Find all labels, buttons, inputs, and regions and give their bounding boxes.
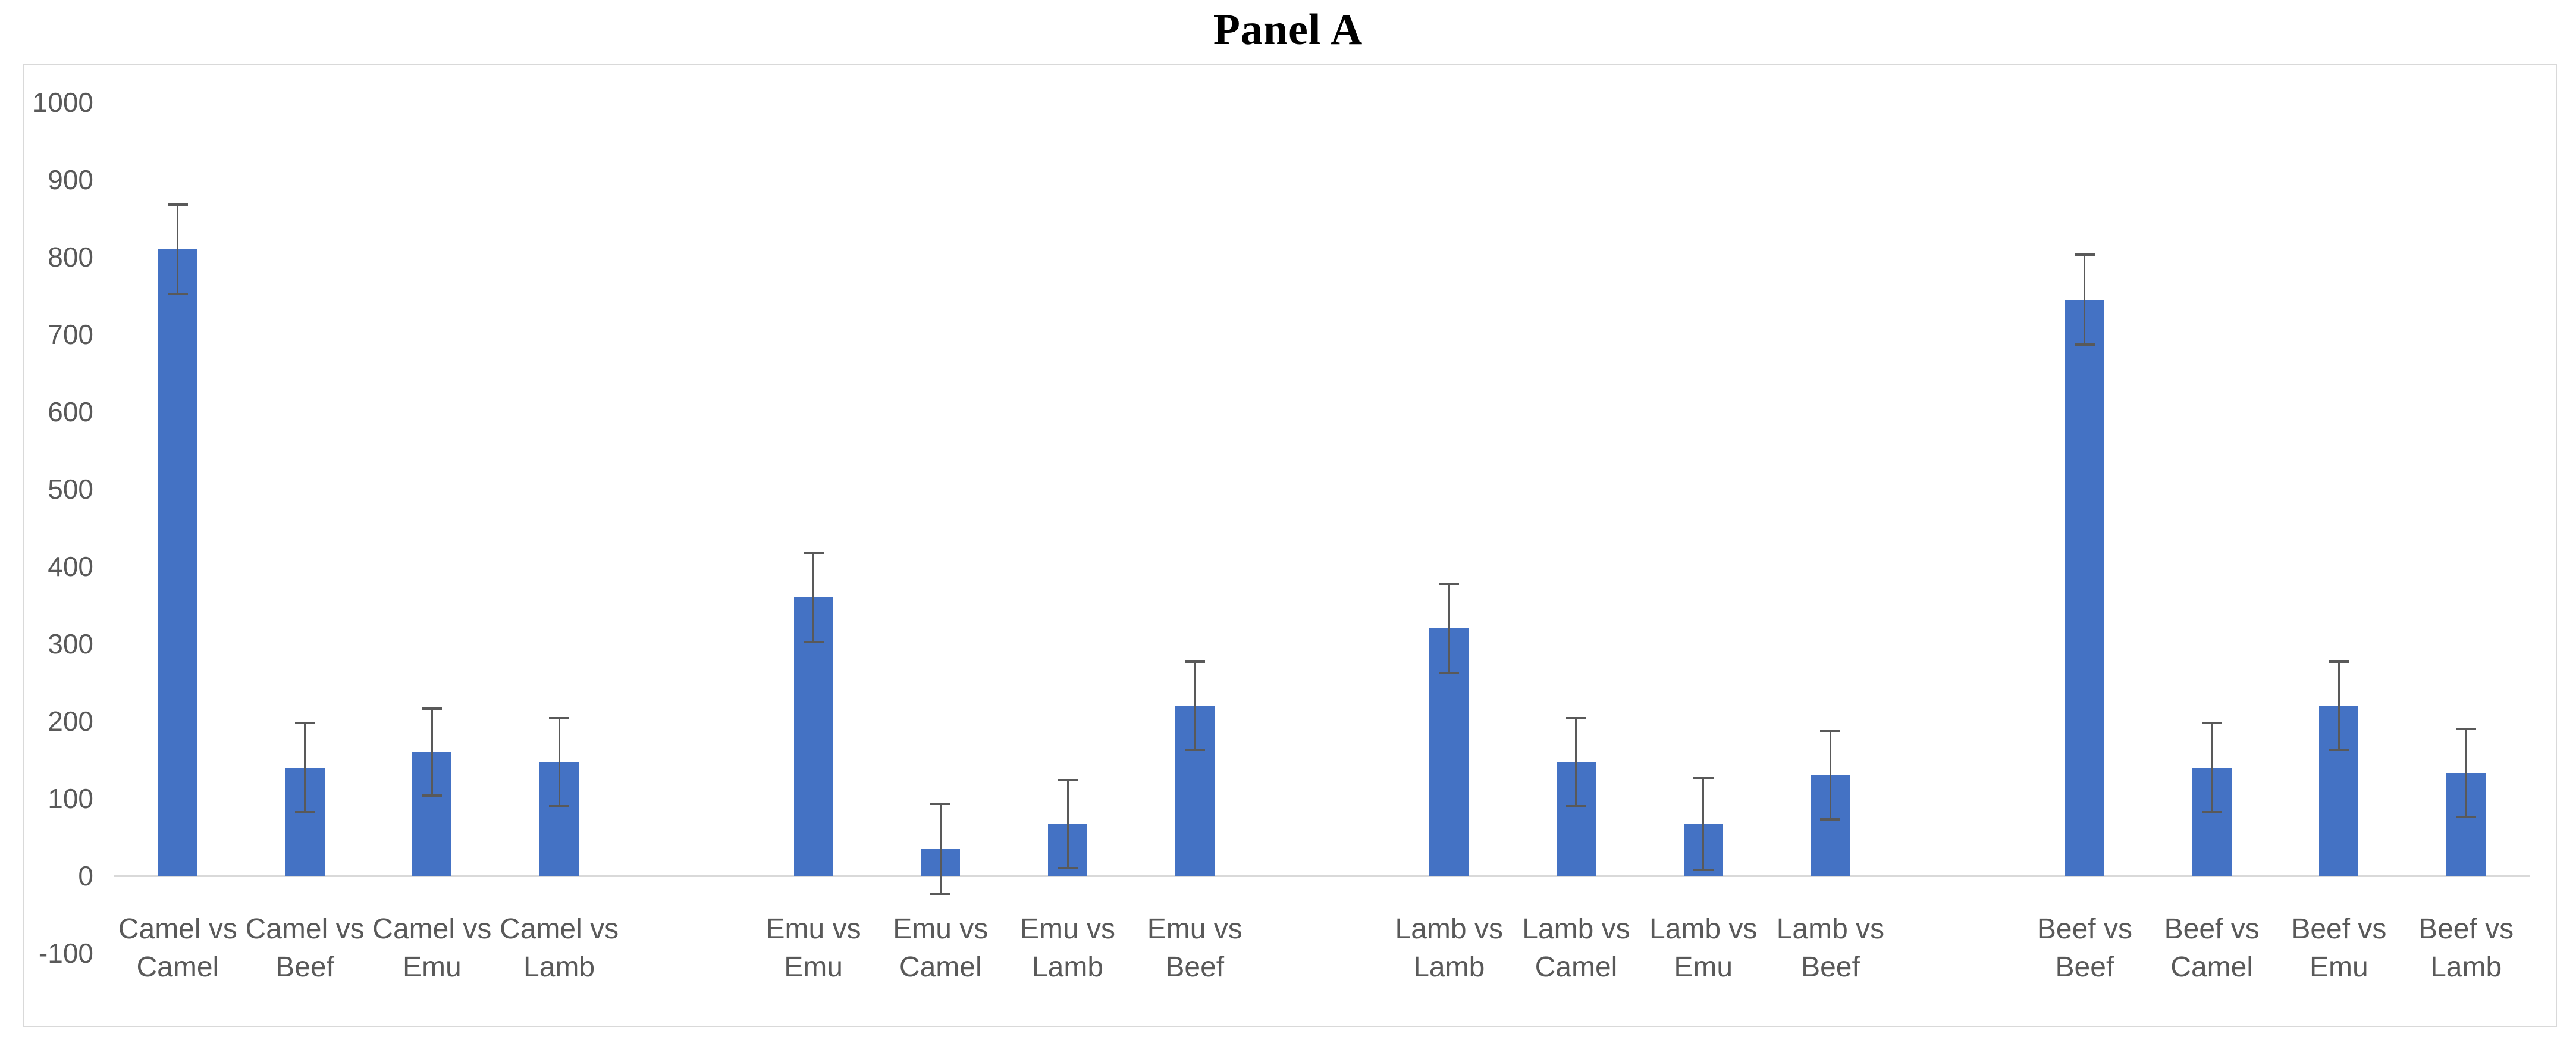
category-label-emu-vs-camel: Emu vs Camel — [893, 913, 989, 983]
error-bar-cap-top — [2201, 721, 2222, 724]
error-bar-cap-top — [2074, 253, 2095, 256]
y-tick-label: 500 — [48, 474, 93, 505]
category-label-beef-vs-lamb: Beef vs Lamb — [2418, 913, 2514, 983]
error-bar-cap-top — [2456, 728, 2477, 730]
category-label-emu-vs-emu: Emu vs Emu — [765, 913, 861, 983]
error-bar-emu-vs-emu — [812, 552, 815, 643]
y-tick-label: -100 — [38, 938, 93, 969]
error-bar-cap-top — [930, 803, 951, 806]
y-tick-label: 400 — [48, 551, 93, 582]
y-tick-label: 600 — [48, 396, 93, 427]
error-bar-lamb-vs-emu — [1702, 778, 1705, 870]
error-bar-cap-bottom — [549, 805, 570, 807]
chart-title: Panel A — [1213, 5, 1363, 54]
error-bar-cap-top — [294, 721, 315, 724]
error-bar-emu-vs-beef — [1194, 661, 1196, 750]
error-bar-cap-bottom — [2201, 811, 2222, 814]
category-label-lamb-vs-lamb: Lamb vs Lamb — [1395, 913, 1503, 983]
error-bar-lamb-vs-camel — [1575, 718, 1577, 806]
y-tick-label: 200 — [48, 706, 93, 737]
error-bar-cap-top — [803, 551, 824, 554]
error-bar-cap-bottom — [1439, 672, 1460, 675]
error-bar-camel-vs-lamb — [558, 718, 560, 806]
error-bar-cap-top — [167, 203, 188, 206]
error-bar-lamb-vs-lamb — [1448, 583, 1450, 674]
bar-camel-vs-camel — [158, 249, 197, 876]
error-bar-cap-bottom — [167, 293, 188, 296]
error-bar-cap-bottom — [1693, 868, 1714, 871]
error-bar-cap-bottom — [803, 641, 824, 644]
y-tick-label: 900 — [48, 164, 93, 195]
error-bar-cap-top — [2329, 660, 2349, 663]
error-bar-cap-top — [422, 707, 443, 710]
y-tick-label: 800 — [48, 242, 93, 273]
error-bar-camel-vs-camel — [177, 204, 179, 295]
error-bar-emu-vs-camel — [939, 804, 942, 894]
category-label-emu-vs-beef: Emu vs Beef — [1147, 913, 1242, 983]
y-tick-label: 0 — [78, 860, 93, 891]
y-tick-label: 700 — [48, 319, 93, 350]
y-tick-label: 300 — [48, 628, 93, 659]
error-bar-cap-bottom — [1820, 818, 1841, 821]
error-bar-cap-bottom — [422, 794, 443, 797]
error-bar-cap-top — [1439, 582, 1460, 585]
error-bar-lamb-vs-beef — [1829, 731, 1831, 820]
error-bar-cap-bottom — [294, 811, 315, 814]
category-label-camel-vs-lamb: Camel vs Lamb — [500, 913, 619, 983]
category-label-emu-vs-lamb: Emu vs Lamb — [1020, 913, 1116, 983]
category-label-camel-vs-emu: Camel vs Emu — [372, 913, 492, 983]
y-tick-label: 100 — [48, 783, 93, 814]
category-label-camel-vs-beef: Camel vs Beef — [245, 913, 365, 983]
bar-emu-vs-emu — [793, 597, 833, 876]
error-bar-emu-vs-lamb — [1066, 779, 1069, 868]
error-bar-cap-bottom — [1565, 805, 1586, 807]
error-bar-beef-vs-camel — [2211, 722, 2213, 813]
error-bar-cap-bottom — [2329, 749, 2349, 751]
chart-area: 1000 900 800 700 600 500 400 300 200 100 0 -100 Came… — [23, 64, 2557, 1027]
error-bar-cap-bottom — [2456, 816, 2477, 819]
category-label-lamb-vs-beef: Lamb vs Beef — [1776, 913, 1885, 983]
category-label-beef-vs-camel: Beef vs Camel — [2164, 913, 2260, 983]
category-label-lamb-vs-camel: Lamb vs Camel — [1522, 913, 1630, 983]
error-bar-beef-vs-emu — [2337, 661, 2340, 750]
error-bar-cap-top — [1565, 716, 1586, 719]
error-bar-cap-top — [1184, 660, 1205, 663]
error-bar-camel-vs-beef — [304, 722, 306, 813]
category-label-camel-vs-camel: Camel vs Camel — [118, 913, 237, 983]
error-bar-cap-bottom — [1184, 749, 1205, 751]
error-bar-beef-vs-lamb — [2465, 729, 2467, 818]
error-bar-camel-vs-emu — [431, 709, 433, 796]
category-label-lamb-vs-emu: Lamb vs Emu — [1649, 913, 1758, 983]
error-bar-cap-top — [1820, 729, 1841, 732]
error-bar-cap-bottom — [2074, 343, 2095, 346]
y-tick-label: 1000 — [32, 87, 93, 118]
x-axis-line — [114, 875, 2530, 877]
bar-beef-vs-beef — [2064, 299, 2104, 876]
error-bar-cap-top — [549, 716, 570, 719]
error-bar-cap-bottom — [1058, 867, 1078, 869]
category-label-beef-vs-beef: Beef vs Beef — [2037, 913, 2132, 983]
category-label-beef-vs-emu: Beef vs Emu — [2291, 913, 2387, 983]
error-bar-cap-bottom — [930, 892, 951, 895]
error-bar-cap-top — [1693, 777, 1714, 780]
error-bar-beef-vs-beef — [2084, 255, 2086, 345]
error-bar-cap-top — [1058, 778, 1078, 781]
